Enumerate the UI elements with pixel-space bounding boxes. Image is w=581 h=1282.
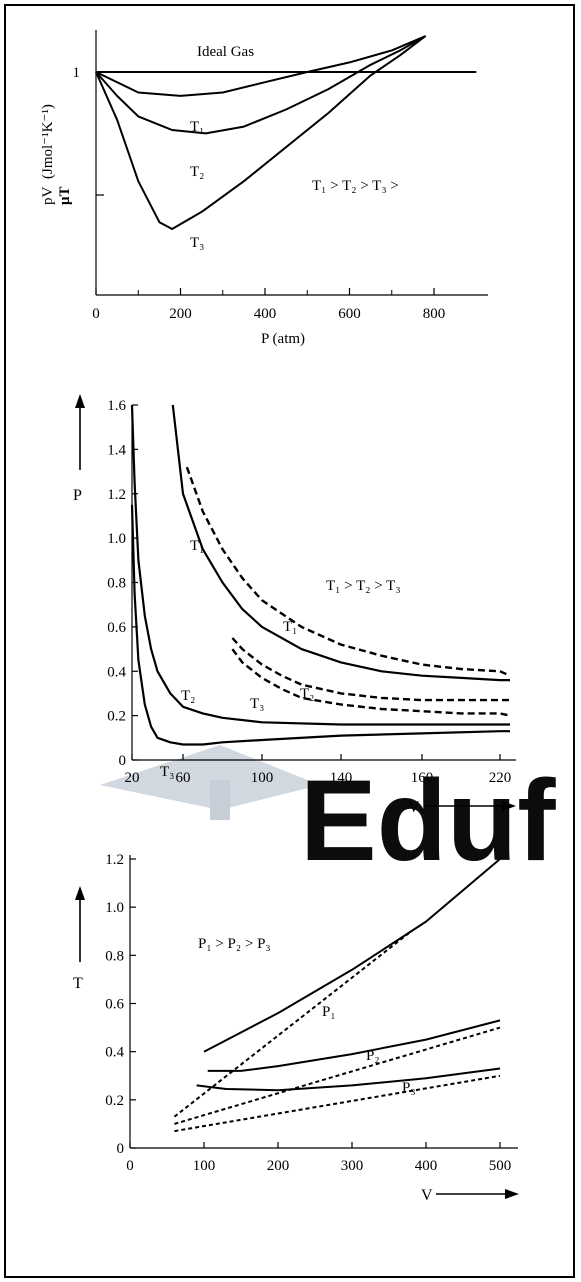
c3-x-arrow-icon xyxy=(505,1189,519,1199)
c1-series-line-3 xyxy=(95,35,427,230)
c2-x-tick-label: 160 xyxy=(411,770,434,786)
watermark: Eduf xyxy=(100,745,556,885)
c2-y-tick-label: 1.4 xyxy=(107,442,126,458)
c3-x-label: V xyxy=(421,1187,433,1204)
c3-p3-label: P₃ xyxy=(402,1080,416,1096)
c2-y-tick-label: 1.0 xyxy=(107,531,126,547)
c2-series-line-0 xyxy=(171,404,510,682)
c3-series-line-5 xyxy=(174,1074,501,1133)
c2-y-tick-label: 0.4 xyxy=(107,664,126,680)
c2-x-arrow-icon xyxy=(502,801,516,811)
c1-x-tick-label: 400 xyxy=(254,306,277,322)
c2-series-line-4 xyxy=(130,504,510,746)
c2-y-tick-label: 0.2 xyxy=(107,709,126,725)
c3-p1-label: P₁ xyxy=(322,1004,336,1020)
c1-t1-label: T₁ xyxy=(190,119,204,135)
c1-series-line-1 xyxy=(95,35,426,97)
watermark-cap-tassel xyxy=(210,780,230,820)
c3-y-tick-label: 0.2 xyxy=(105,1093,124,1109)
c2-y-tick-label: 1.6 xyxy=(107,398,126,414)
c2-x-tick-label: 20 xyxy=(125,770,140,786)
c3-y-label: T xyxy=(73,975,83,992)
c2-x-label: V xyxy=(408,799,420,816)
c3-series xyxy=(173,858,501,1133)
c3-series-line-4 xyxy=(196,1067,501,1092)
c1-x-tick-label: 600 xyxy=(338,306,361,322)
c3-y-tick-label: 0.6 xyxy=(105,997,124,1013)
figure-frame xyxy=(4,4,575,1278)
c3-x-tick-label: 200 xyxy=(267,1158,290,1174)
c2-y-tick-label: 0 xyxy=(119,753,127,769)
c1-y-label-line1: pV xyxy=(40,187,56,206)
c2-x-tick-label: 220 xyxy=(489,770,512,786)
c3-x-ticks: 0 100 200 300 400 500 xyxy=(126,1142,511,1174)
c1-x-tick-label: 0 xyxy=(92,306,100,322)
c2-x-tick-label: 140 xyxy=(330,770,353,786)
c1-x-label: P (atm) xyxy=(261,331,305,347)
c1-x-ticks: 0 200 400 600 800 xyxy=(92,288,445,322)
c3-y-arrow-icon xyxy=(75,886,85,900)
c1-x-tick-label: 200 xyxy=(169,306,192,322)
c2-x-tick-label: 100 xyxy=(251,770,274,786)
c3-series-line-2 xyxy=(207,1019,501,1072)
c1-y-label-unit: (Jmol⁻¹K⁻¹) xyxy=(40,104,56,179)
c1-y-tick-label: 1 xyxy=(73,65,81,81)
c1-x-tick-label: 800 xyxy=(423,306,446,322)
watermark-cap-icon xyxy=(100,745,320,810)
c3-x-tick-label: 0 xyxy=(126,1158,134,1174)
watermark-text: Eduf xyxy=(300,757,556,885)
chart-1: 0 200 400 600 800 1 Ideal Gas T₁ T₂ T₃ T₁ > … xyxy=(40,30,488,347)
c2-series-line-5 xyxy=(231,648,511,717)
c2-t3-solid-label: T₃ xyxy=(160,764,174,780)
c2-t2-dashed-label: T₂ xyxy=(300,686,314,702)
c2-series-line-3 xyxy=(231,637,510,702)
c2-series xyxy=(130,404,511,746)
c3-series-line-0 xyxy=(203,858,501,1053)
c3-x-tick-label: 500 xyxy=(489,1158,512,1174)
c1-y-ticks: 1 xyxy=(73,65,81,81)
c1-t3-label: T₃ xyxy=(190,235,204,251)
c3-y-ticks: 0 0.2 0.4 0.6 0.8 1.0 1.2 xyxy=(105,852,136,1157)
c2-annotation: T₁ > T₂ > T₃ xyxy=(326,578,401,594)
c2-y-tick-label: 0.8 xyxy=(107,576,126,592)
c3-x-tick-label: 400 xyxy=(415,1158,438,1174)
c3-y-tick-label: 1.2 xyxy=(105,852,124,868)
c3-y-tick-label: 0.8 xyxy=(105,948,124,964)
c3-series-line-3 xyxy=(174,1026,501,1125)
c2-t1-solid-label: T₁ xyxy=(190,538,204,554)
chart-2: 20 60 100 140 160 220 0 0.2 0.4 0.6 0.8 1.0 1.2 1.4 1… xyxy=(73,394,516,816)
c2-y-arrow-icon xyxy=(75,394,85,408)
c1-y-label: pV (Jmol⁻¹K⁻¹) μT xyxy=(40,104,73,205)
c3-p2-label: P₂ xyxy=(366,1048,380,1064)
c3-y-tick-label: 1.0 xyxy=(105,900,124,916)
c3-y-tick-label: 0 xyxy=(117,1141,125,1157)
c2-x-tick-label: 60 xyxy=(176,770,191,786)
c3-annotation: P₁ > P₂ > P₃ xyxy=(198,936,271,952)
c1-t2-label: T₂ xyxy=(190,164,204,180)
c2-y-label: P xyxy=(73,487,82,504)
c3-x-tick-label: 100 xyxy=(193,1158,216,1174)
c2-y-tick-label: 1.2 xyxy=(107,487,126,503)
c3-x-tick-label: 300 xyxy=(341,1158,364,1174)
c2-y-ticks: 0 0.2 0.4 0.6 0.8 1.0 1.2 1.4 1.6 xyxy=(107,398,138,769)
chart-3: 0 100 200 300 400 500 0 0.2 0.4 0.6 0.8 1.0 1.2 P₁ … xyxy=(73,852,519,1204)
c1-series-line-2 xyxy=(95,35,427,135)
c2-series-line-2 xyxy=(130,404,510,726)
c3-series-line-1 xyxy=(173,930,412,1118)
c1-annotation: T₁ > T₂ > T₃ > xyxy=(312,178,399,194)
c2-y-tick-label: 0.6 xyxy=(107,620,126,636)
c2-x-ticks: 20 60 100 140 160 220 xyxy=(125,754,512,786)
c2-t1-dashed-label: T₁ xyxy=(283,619,297,635)
c1-series xyxy=(95,35,477,230)
c2-t2-solid-label: T₂ xyxy=(181,688,195,704)
c3-y-tick-label: 0.4 xyxy=(105,1045,124,1061)
c2-t3-dashed-label: T₃ xyxy=(250,696,264,712)
c1-y-label-line2: μT xyxy=(57,186,73,205)
c1-ideal-gas-label: Ideal Gas xyxy=(197,44,254,60)
c2-series-line-1 xyxy=(185,466,511,677)
